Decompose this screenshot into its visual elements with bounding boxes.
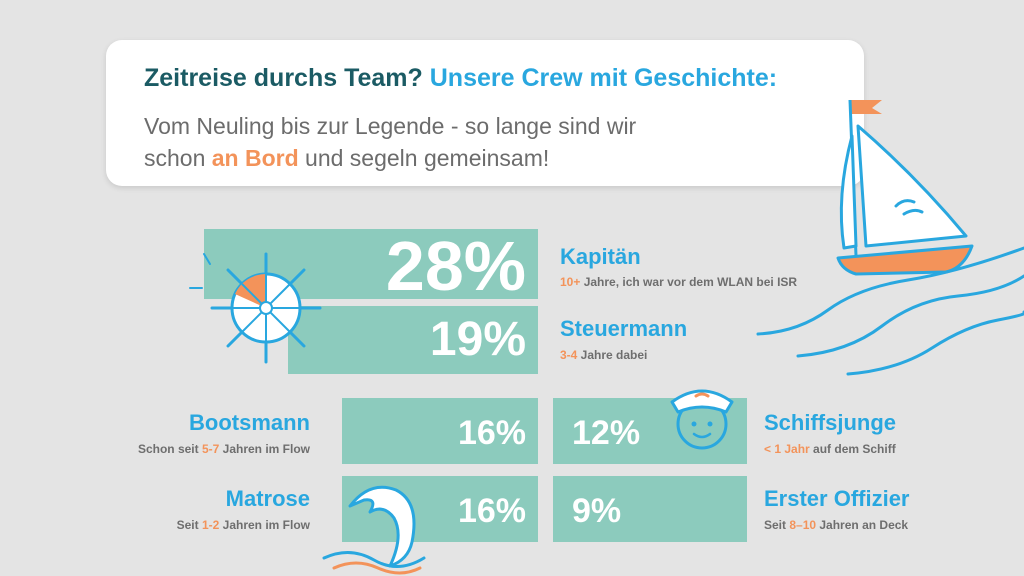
role-steuermann: Steuermann — [560, 316, 688, 341]
desc-schiffsjunge-rest: auf dem Schiff — [809, 442, 896, 456]
sailor-face-icon — [670, 389, 734, 450]
role-schiffsjunge: Schiffsjunge — [764, 410, 897, 435]
role-erster-offizier: Erster Offizier — [764, 486, 910, 511]
desc-erster-offizier-pre: Seit — [764, 518, 790, 532]
waves-icon — [756, 246, 1024, 376]
desc-matrose-rest: Jahren im Flow — [219, 518, 310, 532]
desc-bootsmann-highlight: 5-7 — [201, 442, 220, 456]
percent-steuermann: 19% — [429, 313, 526, 366]
percent-kapitaen: 28% — [385, 227, 526, 305]
desc-schiffsjunge-highlight: < 1 Jahr — [764, 442, 810, 456]
desc-steuermann-rest: Jahre dabei — [577, 348, 648, 362]
desc-kapitaen-rest: Jahre, ich war vor dem WLAN bei ISR — [580, 275, 798, 289]
percent-schiffsjunge: 12% — [572, 414, 641, 452]
subtitle-line-2: schon an Bord und segeln gemeinsam! — [144, 142, 636, 174]
ship-wheel-icon — [189, 252, 322, 364]
role-matrose: Matrose — [225, 486, 310, 511]
percent-matrose: 16% — [457, 492, 526, 530]
desc-bootsmann: Schon seit 5-7 Jahren im Flow — [138, 442, 310, 456]
percent-erster-offizier: 9% — [572, 492, 622, 530]
percent-bootsmann: 16% — [457, 414, 526, 452]
role-bootsmann: Bootsmann — [189, 410, 310, 435]
page-subtitle: Vom Neuling bis zur Legende - so lange s… — [144, 110, 636, 174]
subtitle-highlight: an Bord — [211, 145, 299, 171]
subtitle-line-1: Vom Neuling bis zur Legende - so lange s… — [144, 113, 637, 139]
desc-schiffsjunge: < 1 Jahr auf dem Schiff — [764, 442, 896, 456]
desc-matrose: Seit 1-2 Jahren im Flow — [177, 518, 310, 532]
header-card — [106, 40, 864, 186]
wave-splash-icon — [322, 485, 426, 575]
desc-erster-offizier: Seit 8–10 Jahren an Deck — [764, 518, 908, 532]
subtitle-post: und segeln gemeinsam! — [298, 145, 550, 171]
desc-matrose-pre: Seit — [176, 518, 202, 532]
page-title: Zeitreise durchs Team? Unsere Crew mit G… — [144, 64, 777, 93]
sailboat-icon — [836, 99, 974, 276]
bar-erster-offizier — [553, 476, 747, 542]
desc-bootsmann-pre: Schon seit — [137, 442, 202, 456]
desc-erster-offizier-highlight: 8–10 — [789, 518, 817, 532]
title-part-2: Unsere Crew mit Geschichte: — [429, 64, 778, 92]
desc-matrose-highlight: 1-2 — [201, 518, 220, 532]
subtitle-pre: schon — [144, 145, 212, 171]
desc-erster-offizier-rest: Jahren an Deck — [816, 518, 909, 532]
desc-steuermann: 3-4 Jahre dabei — [560, 348, 647, 362]
bar-bootsmann — [342, 398, 538, 464]
desc-kapitaen-highlight: 10+ — [560, 275, 581, 289]
desc-kapitaen: 10+ Jahre, ich war vor dem WLAN bei ISR — [560, 275, 797, 289]
desc-bootsmann-rest: Jahren im Flow — [219, 442, 310, 456]
role-kapitaen: Kapitän — [560, 244, 641, 269]
bar-steuermann — [288, 306, 538, 374]
desc-steuermann-highlight: 3-4 — [560, 348, 578, 362]
title-part-1: Zeitreise durchs Team? — [144, 64, 423, 92]
